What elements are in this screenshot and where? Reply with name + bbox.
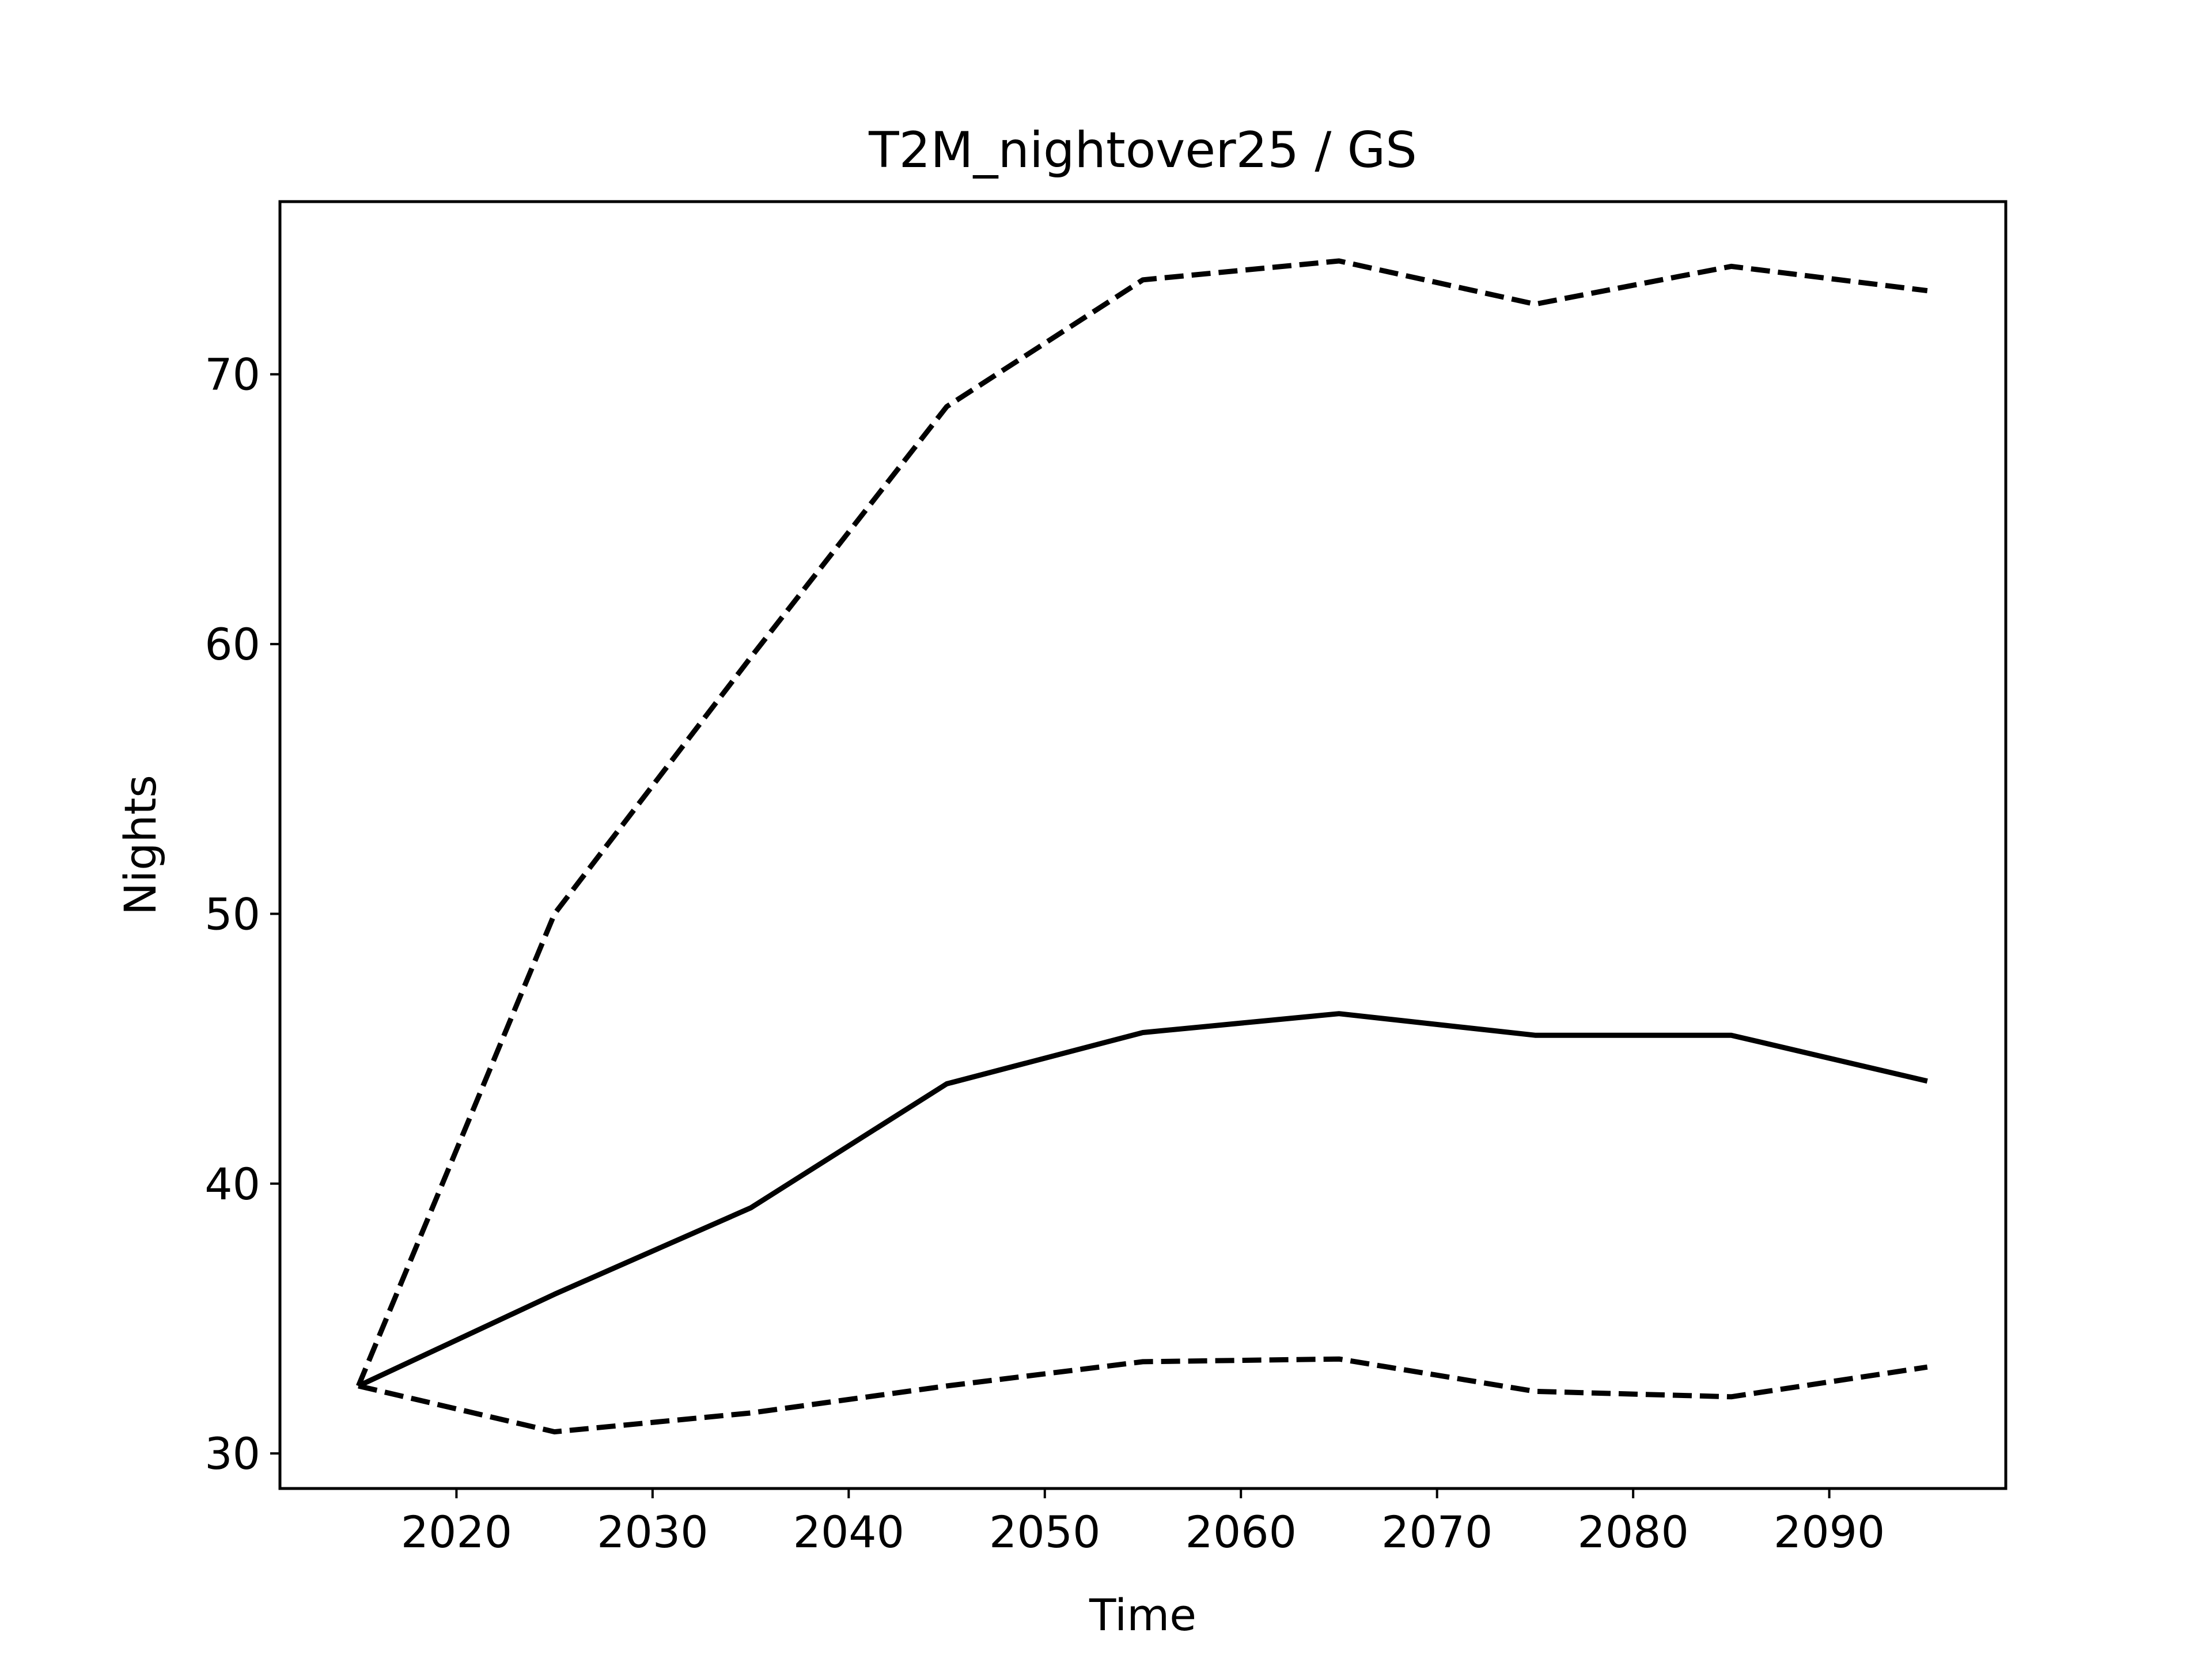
y-tick-label: 70 [204,349,260,400]
y-tick-label: 40 [204,1158,260,1210]
x-tick-label: 2090 [1774,1506,1885,1558]
series-line-2-solid [357,1011,1928,1389]
x-tick-label: 2030 [597,1506,708,1558]
x-tick-label: 2070 [1381,1506,1493,1558]
x-tick-label: 2040 [793,1506,904,1558]
y-axis-label: Nights [115,775,166,915]
x-axis-label: Time [1089,1589,1196,1641]
x-tick-label: 2080 [1577,1506,1688,1558]
x-tick-label: 2060 [1185,1506,1297,1558]
x-tick-label: 2020 [401,1506,512,1558]
series-line-3-dashed [358,1356,1928,1435]
series-line-1-dashed [356,258,1928,1387]
x-tick-label: 2050 [989,1506,1100,1558]
y-axis: 30 40 50 60 70 [204,349,280,1479]
series-layer [356,258,1928,1435]
y-tick-label: 60 [204,619,260,670]
plot-frame [278,200,2008,1490]
chart-title: T2M_nightover25 / GS [868,122,1417,179]
x-axis: 2020 2030 2040 2050 2060 2070 2080 2090 [401,1488,1885,1558]
y-tick-label: 50 [204,888,260,940]
y-tick-label: 30 [204,1428,260,1479]
